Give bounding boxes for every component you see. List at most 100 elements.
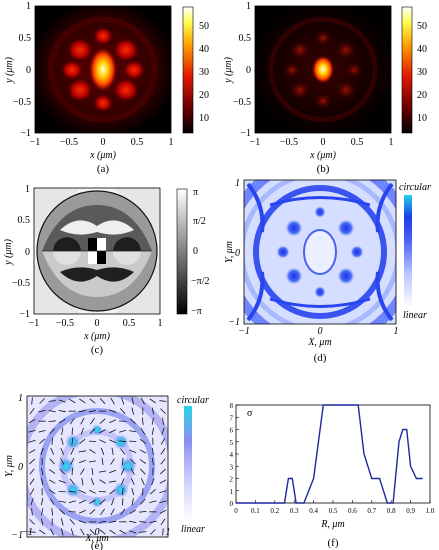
panel-c-caption: (c): [91, 344, 104, 356]
panel-f-point: [332, 404, 334, 406]
panel-e-ytick-2: −1: [11, 530, 23, 541]
panel-e-arrow: [99, 439, 106, 444]
panel-e-arrow: [120, 408, 126, 415]
panel-d-ytick-1: 0: [235, 248, 240, 259]
panel-e-arrow: [110, 458, 115, 465]
panel-b-ytick-2: 0: [246, 65, 251, 76]
panel-e-arrow: [58, 410, 66, 413]
panel-f-ytick-label: 7: [230, 414, 234, 422]
panel-f-point: [379, 477, 381, 480]
panel-f-point: [303, 502, 305, 504]
panel-e-arrow: [99, 479, 106, 484]
panel-e-arrow: [109, 480, 117, 483]
panel-f-point: [386, 502, 388, 504]
panel-c-ylabel: y (μm): [3, 238, 14, 266]
panel-e-arrow: [79, 438, 86, 444]
panel-e-arrow: [160, 518, 166, 526]
panel-e-xtick-0: −1: [21, 527, 33, 538]
panel-e-arrow: [159, 500, 167, 503]
panel-e-arrow: [99, 498, 106, 505]
panel-d-polarization-map: [244, 180, 396, 324]
panel-e-arrow: [121, 397, 125, 405]
panel-e-arrow: [162, 417, 164, 425]
panel-e-arrow: [58, 418, 66, 424]
panel-f-point: [291, 477, 293, 480]
panel-a-cb-tick-4: 10: [199, 113, 209, 124]
panel-c: −1 −0.5 0 0.5 1 1 0.5 0 −0.5 −1 x (μm) y…: [3, 184, 209, 356]
panel-f-point: [313, 477, 315, 480]
panel-a-xtick-2: 0: [101, 137, 106, 148]
panel-a-ytick-0: 1: [26, 1, 31, 12]
panel-f-xtick-label: 0.5: [329, 507, 338, 515]
panel-e-arrow: [78, 459, 86, 464]
panel-e-arrow: [30, 498, 34, 506]
panel-a-ytick-1: 0.5: [19, 33, 32, 44]
panel-e-arrow: [58, 399, 66, 403]
panel-e-arrow: [129, 458, 136, 465]
panel-c-ytick-3: −0.5: [12, 278, 30, 289]
panel-e-arrow: [151, 427, 154, 435]
panel-e-arrow: [140, 427, 146, 435]
panel-e-arrow: [120, 478, 125, 486]
panel-b-xtick-0: −1: [250, 137, 261, 148]
panel-e-arrow: [91, 467, 94, 476]
panel-f-ytick-label: 6: [230, 427, 234, 435]
panel-f-ytick-label: 8: [230, 402, 234, 410]
panel-e-arrow: [50, 447, 55, 455]
panel-e-arrow: [131, 407, 134, 415]
panel-e-arrow: [111, 498, 115, 506]
panel-e-caption: (e): [91, 540, 104, 550]
panel-e-arrow: [149, 500, 157, 503]
panel-a-xtick-4: 1: [169, 137, 174, 148]
panel-e-arrow: [140, 468, 146, 475]
panel-e-arrow: [130, 478, 135, 486]
panel-e-arrow: [70, 447, 75, 455]
panel-f-point: [410, 465, 412, 467]
panel-e-arrow: [88, 410, 97, 413]
panel-c-ytick-4: −1: [19, 309, 30, 320]
panel-d-cb-bottom: linear: [403, 310, 427, 321]
panel-e-arrow: [78, 410, 86, 413]
panel-e-arrow: [59, 509, 66, 515]
panel-e-arrow: [159, 400, 167, 402]
panel-d-colorbar: [404, 195, 412, 307]
panel-d-ytick-2: −1: [228, 317, 240, 328]
panel-c-xtick-2: 0: [95, 318, 100, 329]
panel-e-arrow: [61, 518, 64, 526]
panel-b-caption: (b): [317, 163, 330, 175]
panel-b-xtick-2: 0: [321, 137, 326, 148]
panel-e-arrow: [150, 529, 156, 535]
panel-e-arrow: [139, 459, 147, 464]
panel-e-arrow: [160, 408, 166, 414]
panel-b-cb-tick-0: 50: [417, 21, 427, 32]
panel-b-xtick-1: −0.5: [280, 137, 298, 148]
panel-f-ytick-label: 0: [230, 500, 234, 508]
panel-e-arrow: [149, 398, 157, 404]
panel-e-arrow: [131, 498, 134, 506]
panel-b-xlabel: x (μm): [309, 150, 337, 161]
panel-e-arrow: [61, 528, 64, 536]
panel-f-xtick-label: 0.7: [367, 507, 376, 515]
panel-c-cb-tick-2: 0: [193, 246, 198, 257]
panel-e-arrow: [38, 529, 46, 535]
panel-e-arrow: [109, 439, 117, 444]
panel-c-cb-tick-4: −π: [191, 306, 202, 317]
panel-f-xlabel: R, μm: [320, 519, 344, 530]
panel-b-cb-tick-2: 30: [417, 67, 427, 78]
panel-a-ytick-4: −1: [20, 128, 31, 139]
panel-a: −1 −0.5 0 0.5 1 1 0.5 0 −0.5 −1 x (μm) y…: [4, 1, 209, 175]
panel-d-xtick-0: −1: [238, 326, 250, 337]
panel-a-ytick-2: 0: [26, 65, 31, 76]
panel-e-arrow: [89, 499, 96, 504]
panel-e-arrow: [151, 447, 154, 455]
panel-e-arrow: [120, 468, 125, 475]
panel-e-arrow: [49, 428, 55, 435]
panel-e-arrow: [48, 400, 56, 402]
panel-c-phase-map: [34, 188, 160, 314]
panel-b-intensity-map: [255, 6, 391, 133]
panel-b-xtick-4: 1: [389, 137, 394, 148]
panel-e-arrow: [129, 430, 137, 433]
panel-e-arrow: [151, 417, 154, 425]
panel-e-arrow: [38, 410, 46, 413]
panel-e-arrow: [90, 417, 95, 425]
